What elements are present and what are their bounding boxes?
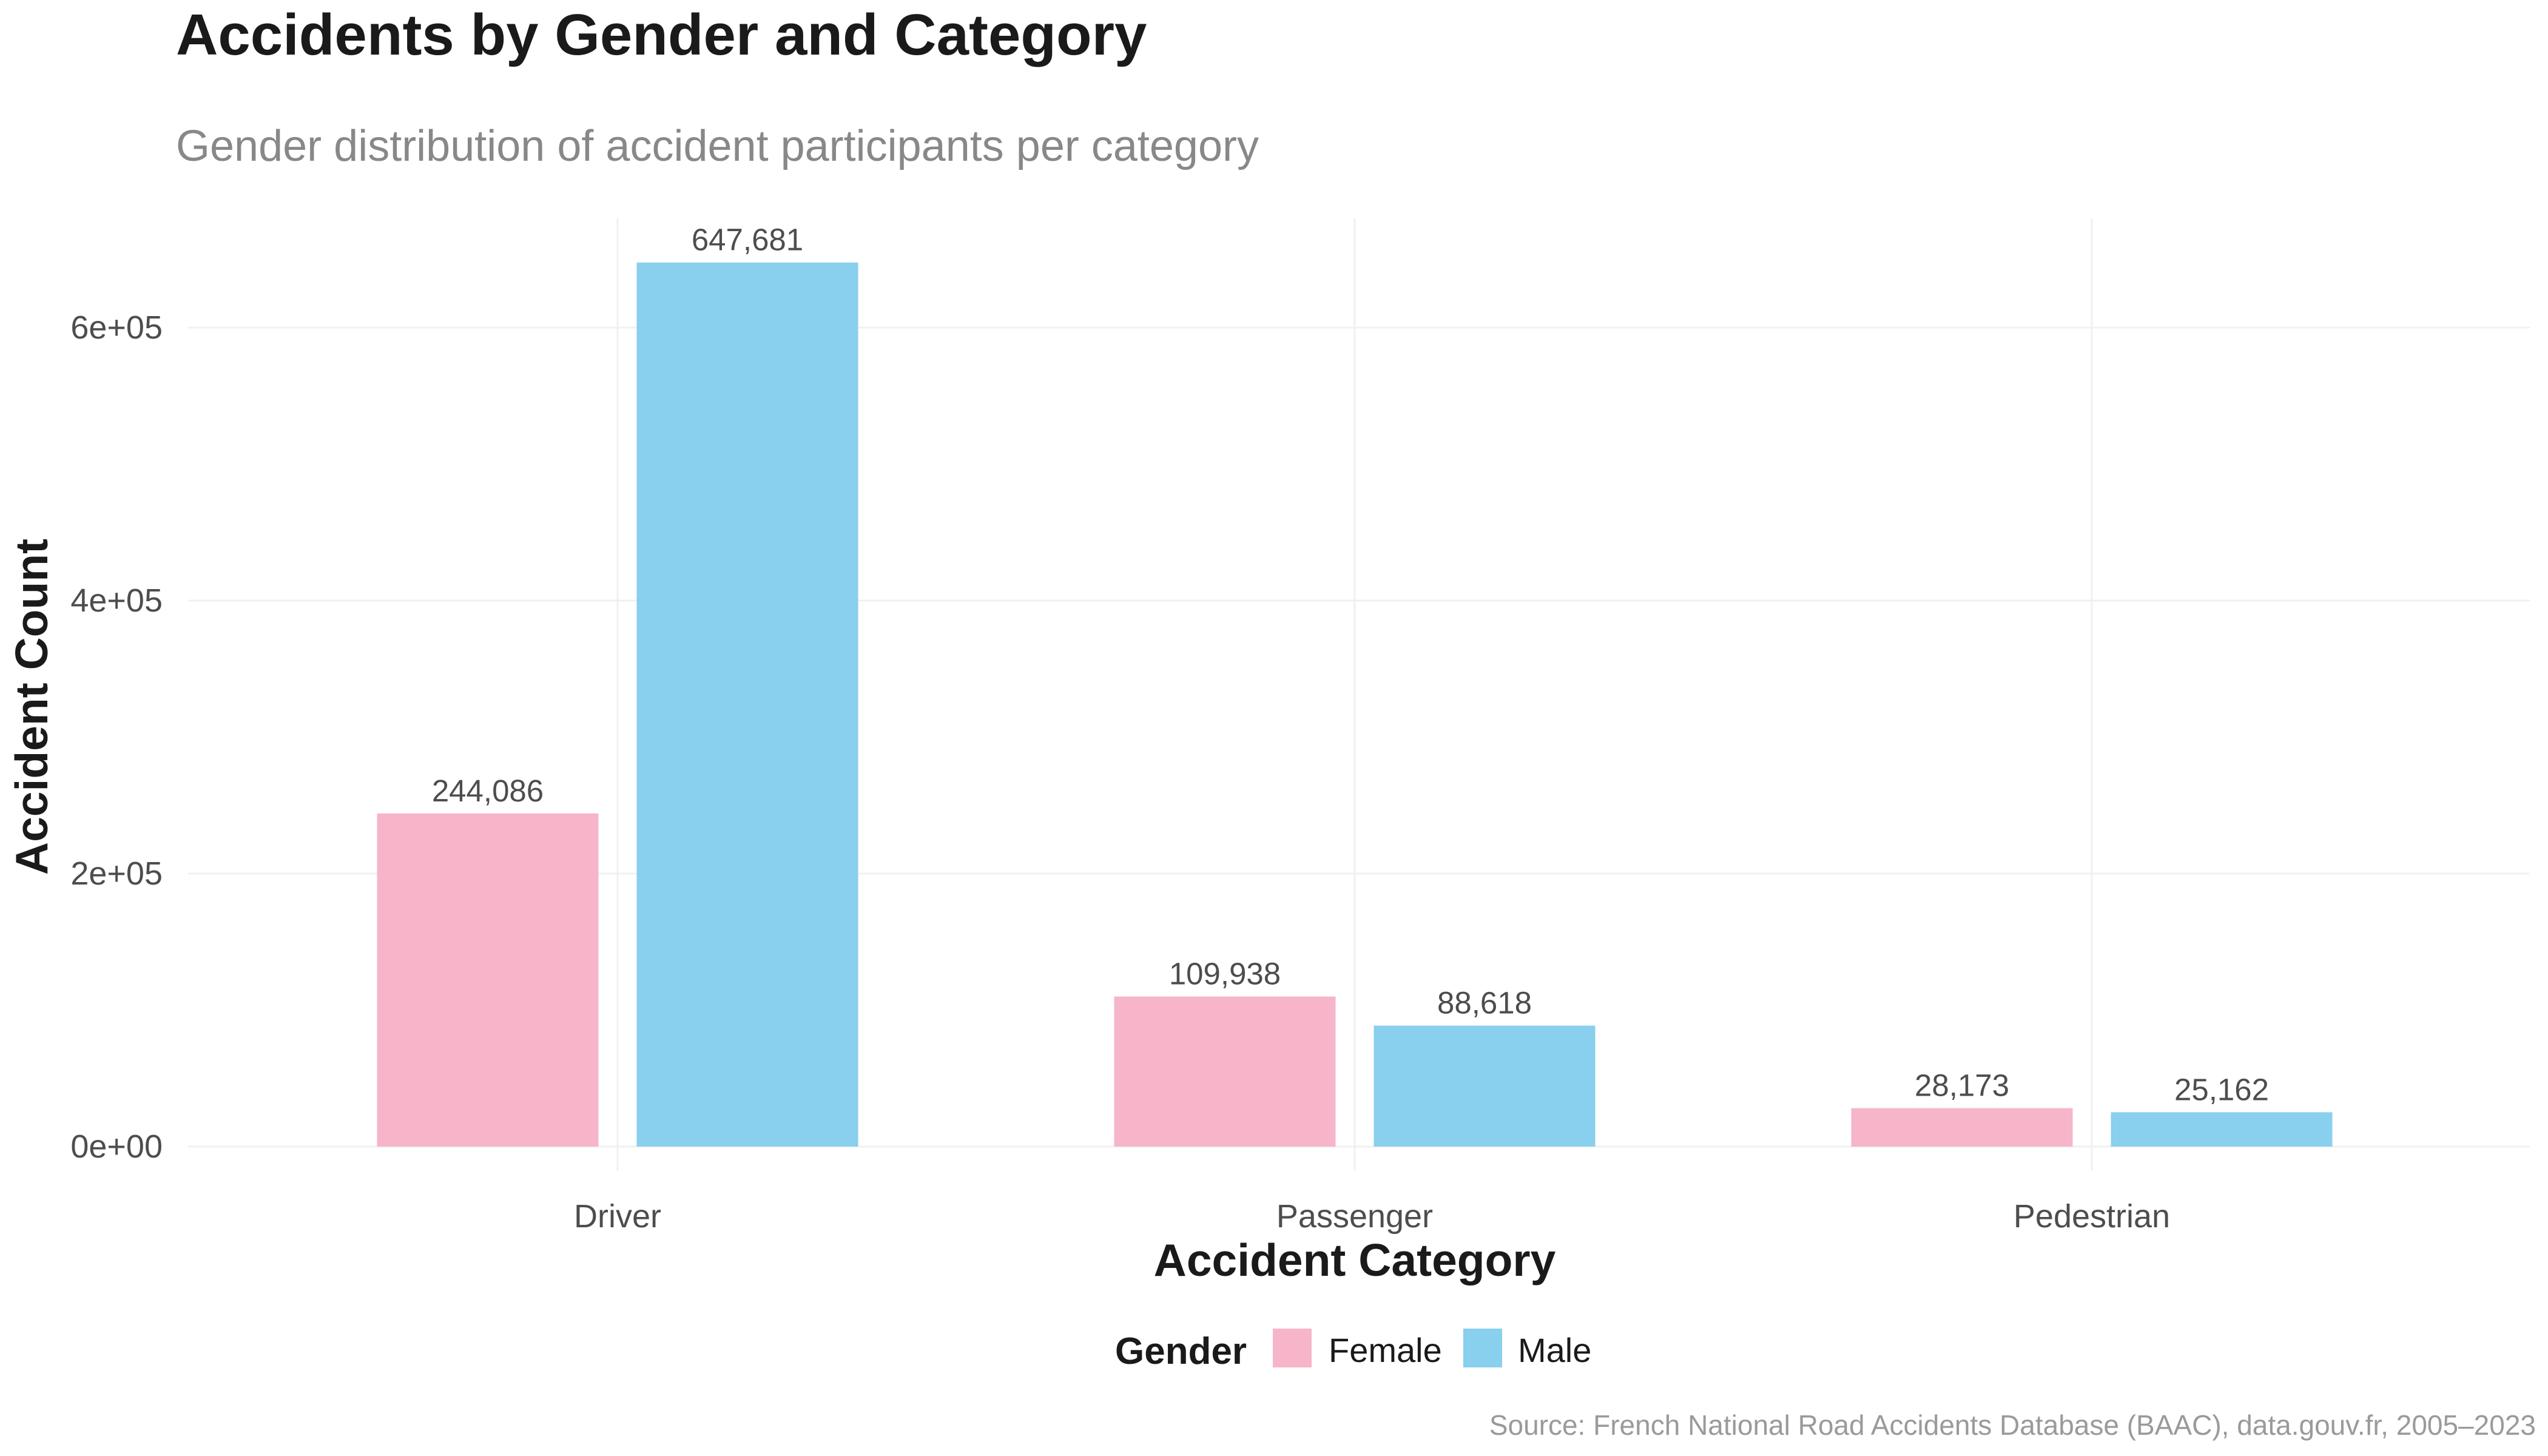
x-axis-ticks: Driver Passenger Pedestrian [574, 1198, 2170, 1235]
bars [377, 262, 2333, 1147]
y-tick-label: 6e+05 [70, 309, 163, 346]
data-label: 28,173 [1915, 1068, 2009, 1103]
legend-title: Gender [1115, 1330, 1247, 1372]
data-label: 88,618 [1437, 986, 1532, 1020]
x-tick-label: Passenger [1276, 1198, 1433, 1235]
y-axis-title: Accident Count [6, 539, 57, 875]
y-tick-label: 4e+05 [70, 582, 163, 619]
legend-label-female: Female [1329, 1331, 1442, 1369]
data-label: 647,681 [692, 223, 803, 257]
bar-male-driver [636, 262, 858, 1147]
y-tick-label: 2e+05 [70, 855, 163, 892]
legend: Gender Female Male [1115, 1329, 1591, 1372]
y-axis-ticks: 0e+00 2e+05 4e+05 6e+05 [70, 309, 163, 1165]
data-labels: 244,086 109,938 28,173 647,681 88,618 25,162 [432, 223, 2269, 1107]
chart-title: Accidents by Gender and Category [176, 2, 1147, 67]
legend-label-male: Male [1518, 1331, 1591, 1369]
bar-male-passenger [1373, 1025, 1596, 1147]
legend-swatch-male [1463, 1329, 1502, 1367]
legend-swatch-female [1273, 1329, 1312, 1367]
data-label: 244,086 [432, 774, 544, 808]
x-tick-label: Driver [574, 1198, 661, 1235]
bar-male-pedestrian [2111, 1112, 2333, 1147]
source-caption: Source: French National Road Accidents D… [1489, 1409, 2536, 1441]
x-tick-label: Pedestrian [2014, 1198, 2170, 1235]
x-axis-title: Accident Category [1154, 1235, 1556, 1286]
bar-female-pedestrian [1851, 1108, 2073, 1147]
bar-female-driver [377, 813, 599, 1147]
bar-female-passenger [1114, 996, 1336, 1147]
chart-subtitle: Gender distribution of accident particip… [176, 122, 1259, 170]
data-label: 109,938 [1169, 957, 1281, 991]
data-label: 25,162 [2174, 1072, 2269, 1107]
y-tick-label: 0e+00 [70, 1128, 163, 1165]
